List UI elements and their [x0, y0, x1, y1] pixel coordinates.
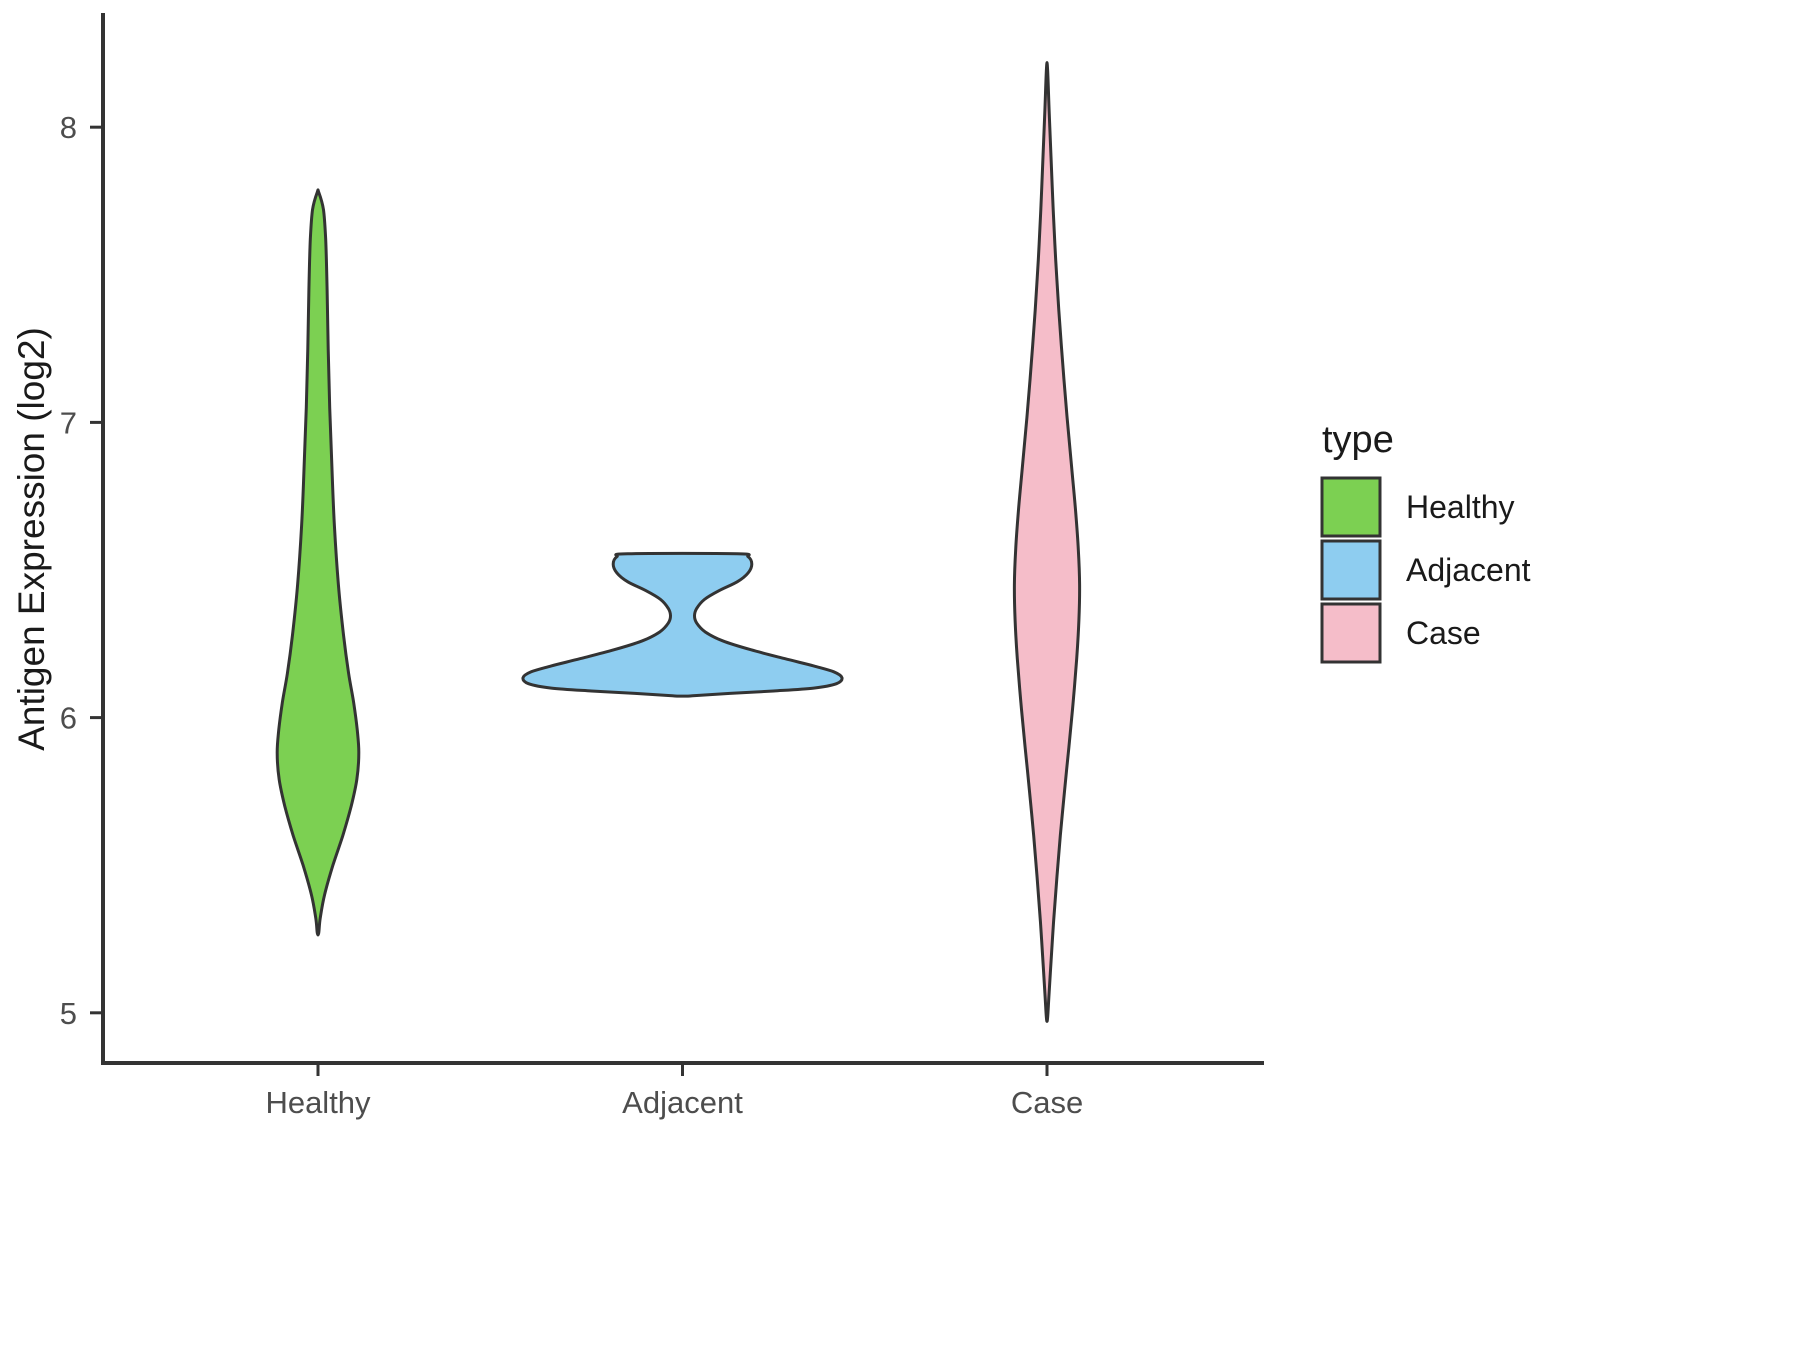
- violin-adjacent: [521, 551, 844, 698]
- legend-key-healthy: [1320, 476, 1382, 538]
- legend-label-case: Case: [1406, 615, 1481, 651]
- axes-layer: 5 6 7 8 Healthy Adjacent Case: [60, 13, 1264, 1120]
- legend-key-case: [1320, 602, 1382, 664]
- y-axis-title: Antigen Expression (log2): [11, 327, 52, 751]
- legend: Healthy Adjacent Case: [1320, 476, 1531, 664]
- violin-healthy: [275, 188, 361, 937]
- x-tick-label-healthy: Healthy: [265, 1085, 371, 1120]
- y-tick-label: 5: [60, 996, 77, 1031]
- legend-key-adjacent: [1320, 539, 1382, 601]
- x-tick-label-adjacent: Adjacent: [622, 1085, 743, 1120]
- legend-label-healthy: Healthy: [1406, 489, 1515, 525]
- y-tick-label: 7: [60, 405, 77, 440]
- violins-layer: [275, 61, 1082, 1023]
- y-tick-label: 6: [60, 701, 77, 736]
- violin-case: [1012, 61, 1082, 1023]
- y-tick-label: 8: [60, 110, 77, 145]
- legend-label-adjacent: Adjacent: [1406, 552, 1531, 588]
- x-tick-label-case: Case: [1011, 1085, 1083, 1120]
- legend-title: type: [1322, 419, 1394, 461]
